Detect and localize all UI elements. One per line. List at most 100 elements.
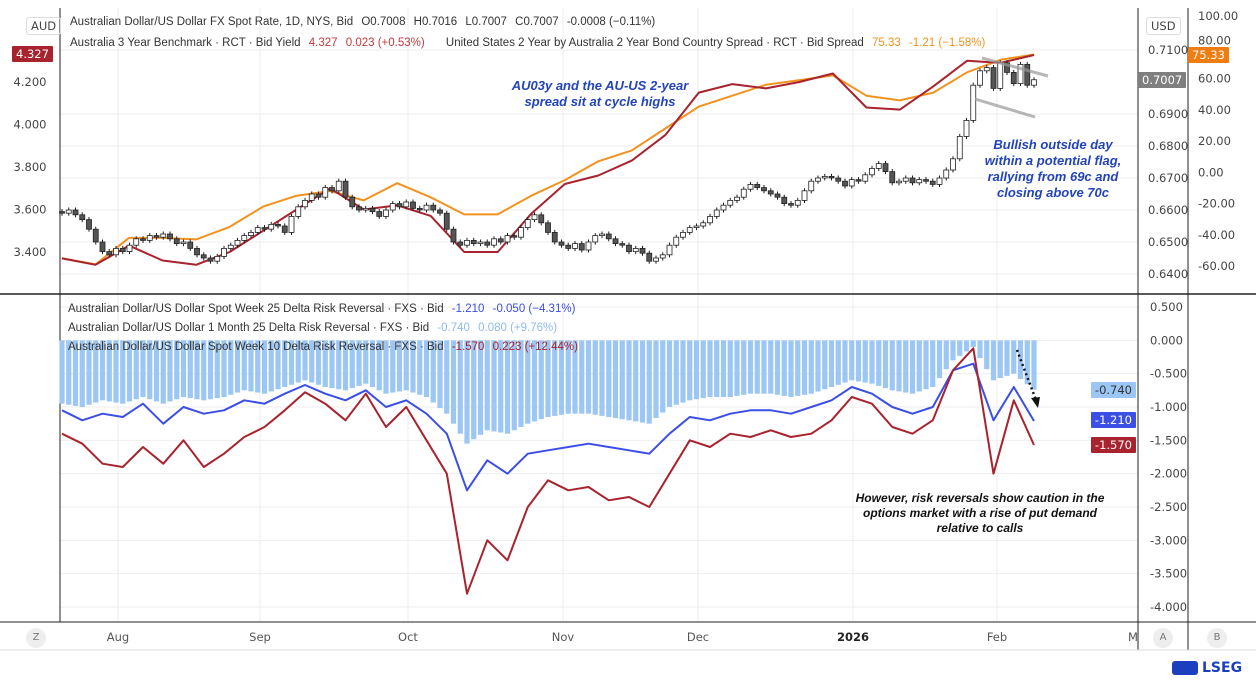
- b-scale-button[interactable]: B: [1207, 628, 1227, 648]
- zoom-reset-button[interactable]: Z: [26, 628, 46, 648]
- rr-1m25-bar: [261, 340, 268, 394]
- candle-down: [369, 207, 376, 212]
- candle-down: [1010, 72, 1017, 85]
- candle-up: [727, 199, 734, 206]
- rr-1m25-legend: Australian Dollar/US Dollar 1 Month 25 D…: [68, 322, 562, 334]
- annotation-risk-reversals: However, risk reversals show caution in …: [855, 491, 1105, 535]
- arrow-head-icon: [1031, 397, 1040, 408]
- candle-up: [956, 135, 963, 160]
- rr-1m25-bar: [707, 340, 713, 398]
- candle-down: [86, 219, 92, 230]
- rr-1m25-bar: [646, 340, 652, 424]
- rr-1m25-bar: [187, 340, 193, 399]
- rr-1m25-bar: [592, 340, 598, 415]
- rr-axis-tick: -3.000: [1150, 533, 1187, 547]
- candle-up: [268, 223, 275, 230]
- candle-up: [963, 120, 970, 137]
- candle-up: [815, 177, 821, 182]
- candle-up: [916, 179, 923, 184]
- rr-1m25-bar: [113, 340, 119, 403]
- candle-down: [923, 179, 929, 182]
- rr-1m25-bar: [849, 340, 855, 381]
- rr-1m25-bar: [133, 340, 139, 400]
- usd-unit-label: USD: [1146, 17, 1181, 35]
- rr-1m25-bar: [207, 340, 214, 400]
- rr-1m25-bar: [228, 340, 234, 395]
- candle-down: [889, 171, 896, 184]
- rr-1m25-bar: [687, 340, 693, 401]
- annotation-cycle-highs: AU03y and the AU-US 2-year spread sit at…: [511, 78, 689, 109]
- rr-1m25-bar: [545, 340, 551, 418]
- candle-up: [133, 238, 140, 246]
- candle-up: [180, 241, 187, 245]
- rr-1m25-change: 0.080 (+9.76%): [478, 322, 558, 334]
- candle-down: [396, 203, 403, 208]
- candle-up: [875, 163, 882, 169]
- aud-axis-tick: 3.400: [14, 245, 47, 259]
- flag-lower-line[interactable]: [974, 97, 1036, 119]
- rr-1m25-bar: [417, 340, 423, 395]
- rr-1m25-bar: [153, 340, 160, 402]
- candle-down: [1004, 62, 1010, 73]
- rr-1m25-bar: [126, 340, 133, 402]
- rr-1m25-bar: [727, 340, 733, 398]
- rr-1m25-bar: [997, 340, 1003, 379]
- rr-1m25-bar: [943, 340, 949, 370]
- rr-axis-tick: -2.000: [1150, 467, 1187, 481]
- candle-up: [659, 254, 666, 259]
- candle-down: [882, 163, 889, 173]
- annotation-outside-day: Bullish outside day within a potential f…: [984, 137, 1122, 200]
- candle-up: [126, 244, 133, 252]
- rr-1m25-bar: [356, 340, 362, 386]
- rr-1m25-bar: [477, 340, 484, 435]
- rr-1m25-bar: [680, 340, 686, 403]
- candle-down: [767, 190, 774, 195]
- candle-down: [484, 241, 491, 246]
- fx-legend-name: Australian Dollar/US Dollar FX Spot Rate…: [70, 16, 354, 28]
- aud-axis-tick: 4.200: [14, 75, 47, 89]
- candle-up: [241, 235, 248, 241]
- rr-axis-tick: -4.000: [1150, 600, 1187, 614]
- candle-down: [281, 225, 288, 233]
- rr-1m25-bar: [295, 340, 301, 383]
- rr-1m25-bar: [761, 340, 767, 394]
- auto-scale-button[interactable]: A: [1153, 628, 1173, 648]
- spread-change: -1.21 (−1.58%): [908, 37, 986, 49]
- candle-down: [315, 193, 322, 198]
- flag-upper-line[interactable]: [981, 56, 1049, 78]
- rr-1m25-bar: [990, 340, 997, 381]
- candle-up: [295, 206, 302, 217]
- rr-1m25-bar: [390, 340, 396, 393]
- rr-1m25-bar: [585, 340, 592, 414]
- spread-axis-tick: 60.00: [1198, 72, 1231, 86]
- candle-up: [477, 241, 484, 245]
- rr-1m25-bar: [984, 340, 990, 370]
- rr-1w25-badge: -1.210: [1090, 412, 1136, 428]
- rr-1m25-bar: [329, 340, 335, 389]
- candle-down: [140, 238, 146, 241]
- rr-axis-tick: -1.500: [1150, 433, 1187, 447]
- candle-down: [349, 196, 356, 208]
- candle-up: [808, 180, 815, 192]
- candle-up: [518, 227, 524, 238]
- rr-1m25-bar: [828, 340, 835, 388]
- candle-up: [214, 255, 221, 262]
- usd-axis-tick: 0.6400: [1148, 267, 1188, 281]
- rr-1m25-value: -0.740: [437, 322, 470, 334]
- candle-up: [740, 188, 747, 198]
- rr-1m25-bar: [747, 340, 754, 394]
- usd-axis-tick: 0.7100: [1148, 43, 1188, 57]
- candle-up: [700, 222, 707, 227]
- rr-1m25-bar: [444, 340, 450, 414]
- rr-1w25-legend: Australian Dollar/US Dollar Spot Week 25…: [68, 303, 580, 315]
- spread-axis-tick: 0.00: [1198, 165, 1224, 179]
- rr-1m25-bar: [349, 340, 355, 389]
- candle-up: [302, 199, 308, 208]
- aud-axis-tick: 3.800: [14, 160, 47, 174]
- rr-1m25-bar: [322, 340, 328, 388]
- candle-up: [599, 233, 605, 236]
- candle-up: [713, 209, 720, 217]
- aud-axis-tick: 4.000: [14, 118, 47, 132]
- rr-1m25-bar: [862, 340, 868, 383]
